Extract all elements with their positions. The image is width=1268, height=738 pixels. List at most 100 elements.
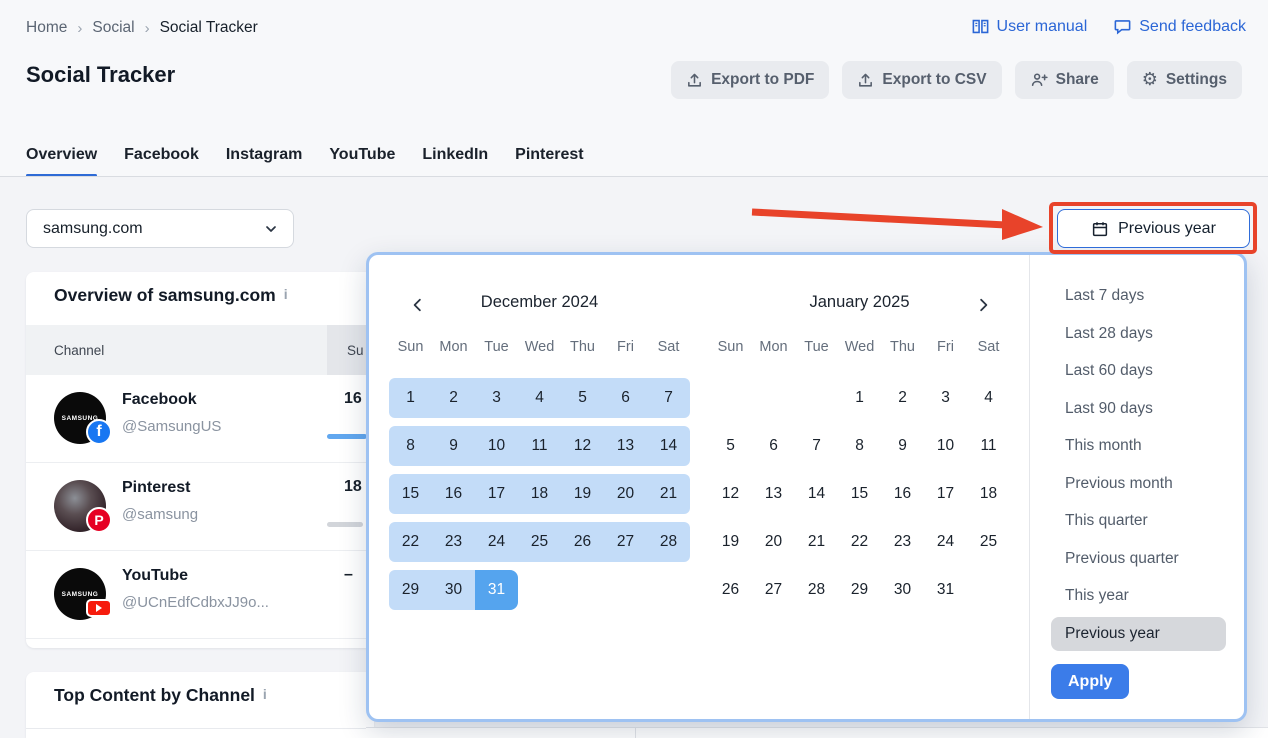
preset-previous-quarter[interactable]: Previous quarter bbox=[1065, 549, 1179, 567]
day-cell-december-2024-18[interactable]: 18 bbox=[518, 474, 561, 514]
day-cell-january-2025-4[interactable]: 4 bbox=[984, 389, 993, 406]
day-cell-december-2024-19[interactable]: 19 bbox=[561, 474, 604, 514]
day-cell-december-2024-6[interactable]: 6 bbox=[604, 378, 647, 418]
export-pdf-button[interactable]: Export to PDF bbox=[671, 61, 830, 99]
day-cell-december-2024-12[interactable]: 12 bbox=[561, 426, 604, 466]
weekday-label: Wed bbox=[844, 339, 875, 355]
day-cell-december-2024-20[interactable]: 20 bbox=[604, 474, 647, 514]
day-cell-january-2025-1[interactable]: 1 bbox=[855, 389, 864, 406]
day-cell-january-2025-10[interactable]: 10 bbox=[936, 437, 955, 454]
day-cell-december-2024-25[interactable]: 25 bbox=[518, 522, 561, 562]
day-cell-december-2024-7[interactable]: 7 bbox=[647, 378, 690, 418]
channel-row-pinterest[interactable]: P Pinterest @samsung 18 bbox=[26, 463, 374, 551]
tab-linkedin[interactable]: LinkedIn bbox=[422, 146, 489, 163]
preset-this-quarter[interactable]: This quarter bbox=[1065, 512, 1148, 529]
day-cell-december-2024-15[interactable]: 15 bbox=[389, 474, 432, 514]
day-cell-january-2025-31[interactable]: 31 bbox=[936, 581, 955, 598]
day-cell-january-2025-14[interactable]: 14 bbox=[807, 485, 826, 502]
share-button[interactable]: Share bbox=[1014, 61, 1114, 99]
day-cell-january-2025-11[interactable]: 11 bbox=[980, 437, 997, 454]
day-cell-january-2025-30[interactable]: 30 bbox=[893, 581, 912, 598]
day-cell-december-2024-10[interactable]: 10 bbox=[475, 426, 518, 466]
calendar-next-icon[interactable] bbox=[970, 292, 996, 318]
day-cell-december-2024-5[interactable]: 5 bbox=[561, 378, 604, 418]
project-select[interactable]: samsung.com bbox=[26, 209, 294, 248]
day-cell-january-2025-27[interactable]: 27 bbox=[764, 581, 783, 598]
day-cell-december-2024-26[interactable]: 26 bbox=[561, 522, 604, 562]
day-cell-december-2024-11[interactable]: 11 bbox=[518, 426, 561, 466]
day-cell-january-2025-28[interactable]: 28 bbox=[807, 581, 826, 598]
channel-table-header: Channel Su bbox=[26, 325, 374, 375]
day-cell-december-2024-24[interactable]: 24 bbox=[475, 522, 518, 562]
info-icon[interactable]: i bbox=[262, 686, 267, 702]
day-cell-december-2024-2[interactable]: 2 bbox=[432, 378, 475, 418]
day-cell-january-2025-5[interactable]: 5 bbox=[726, 437, 735, 454]
month-title-right: January 2025 bbox=[809, 293, 910, 311]
day-cell-january-2025-22[interactable]: 22 bbox=[850, 533, 869, 550]
user-manual-link[interactable]: User manual bbox=[971, 17, 1087, 36]
day-cell-january-2025-15[interactable]: 15 bbox=[850, 485, 869, 502]
breadcrumb-item-home[interactable]: Home bbox=[26, 19, 68, 36]
day-cell-december-2024-28[interactable]: 28 bbox=[647, 522, 690, 562]
day-cell-january-2025-18[interactable]: 18 bbox=[979, 485, 998, 502]
preset-last-7-days[interactable]: Last 7 days bbox=[1065, 287, 1145, 304]
day-cell-january-2025-21[interactable]: 21 bbox=[807, 533, 826, 550]
export-csv-button[interactable]: Export to CSV bbox=[842, 61, 1002, 99]
info-icon[interactable]: i bbox=[283, 286, 288, 302]
calendar-prev-icon[interactable] bbox=[405, 292, 431, 318]
day-cell-december-2024-3[interactable]: 3 bbox=[475, 378, 518, 418]
channel-row-facebook[interactable]: SAMSUNG f Facebook @SamsungUS 16 bbox=[26, 375, 374, 463]
tab-youtube[interactable]: YouTube bbox=[329, 146, 396, 163]
tab-instagram[interactable]: Instagram bbox=[225, 146, 303, 163]
day-cell-december-2024-8[interactable]: 8 bbox=[389, 426, 432, 466]
day-cell-january-2025-6[interactable]: 6 bbox=[769, 437, 778, 454]
day-cell-december-2024-29[interactable]: 29 bbox=[389, 570, 432, 610]
day-cell-january-2025-24[interactable]: 24 bbox=[936, 533, 955, 550]
tab-facebook[interactable]: Facebook bbox=[124, 146, 199, 163]
day-cell-december-2024-17[interactable]: 17 bbox=[475, 474, 518, 514]
tab-overview[interactable]: Overview bbox=[26, 146, 98, 177]
day-cell-january-2025-29[interactable]: 29 bbox=[850, 581, 869, 598]
day-cell-january-2025-19[interactable]: 19 bbox=[721, 533, 740, 550]
preset-last-90-days[interactable]: Last 90 days bbox=[1065, 399, 1153, 417]
apply-button[interactable]: Apply bbox=[1051, 664, 1130, 699]
day-cell-january-2025-9[interactable]: 9 bbox=[898, 437, 907, 454]
day-cell-december-2024-21[interactable]: 21 bbox=[647, 474, 690, 514]
preset-previous-month[interactable]: Previous month bbox=[1065, 474, 1173, 492]
day-cell-january-2025-25[interactable]: 25 bbox=[979, 533, 998, 550]
day-cell-january-2025-20[interactable]: 20 bbox=[764, 533, 783, 550]
channel-column-header[interactable]: Channel bbox=[54, 342, 105, 358]
day-cell-december-2024-31[interactable]: 31 bbox=[475, 570, 518, 610]
send-feedback-link[interactable]: Send feedback bbox=[1113, 17, 1246, 36]
day-cell-december-2024-27[interactable]: 27 bbox=[604, 522, 647, 562]
day-cell-january-2025-13[interactable]: 13 bbox=[764, 485, 783, 502]
day-cell-december-2024-30[interactable]: 30 bbox=[432, 570, 475, 610]
day-cell-december-2024-13[interactable]: 13 bbox=[604, 426, 647, 466]
day-cell-january-2025-7[interactable]: 7 bbox=[812, 437, 821, 454]
breadcrumb-item-social[interactable]: Social bbox=[92, 19, 135, 36]
day-cell-december-2024-4[interactable]: 4 bbox=[518, 378, 561, 418]
tab-pinterest[interactable]: Pinterest bbox=[515, 146, 584, 163]
day-cell-december-2024-16[interactable]: 16 bbox=[432, 474, 475, 514]
day-cell-january-2025-12[interactable]: 12 bbox=[721, 485, 740, 502]
day-cell-december-2024-23[interactable]: 23 bbox=[432, 522, 475, 562]
day-cell-january-2025-26[interactable]: 26 bbox=[721, 581, 740, 598]
preset-this-month[interactable]: This month bbox=[1065, 437, 1142, 454]
day-cell-december-2024-9[interactable]: 9 bbox=[432, 426, 475, 466]
channel-row-youtube[interactable]: SAMSUNG YouTube @UCnEdfCdbxJJ9o... – bbox=[26, 551, 374, 639]
preset-last-60-days[interactable]: Last 60 days bbox=[1065, 362, 1153, 379]
settings-button[interactable]: ⚙ Settings bbox=[1126, 61, 1242, 99]
day-cell-january-2025-16[interactable]: 16 bbox=[893, 485, 912, 502]
day-cell-december-2024-14[interactable]: 14 bbox=[647, 426, 690, 466]
date-range-button[interactable]: Previous year bbox=[1057, 209, 1250, 248]
day-cell-december-2024-1[interactable]: 1 bbox=[389, 378, 432, 418]
day-cell-january-2025-8[interactable]: 8 bbox=[855, 437, 864, 454]
day-cell-january-2025-23[interactable]: 23 bbox=[893, 533, 912, 550]
preset-previous-year[interactable]: Previous year bbox=[1051, 616, 1226, 651]
preset-last-28-days[interactable]: Last 28 days bbox=[1065, 324, 1153, 342]
day-cell-january-2025-2[interactable]: 2 bbox=[898, 389, 907, 406]
day-cell-january-2025-17[interactable]: 17 bbox=[936, 485, 955, 502]
day-cell-december-2024-22[interactable]: 22 bbox=[389, 522, 432, 562]
day-cell-january-2025-3[interactable]: 3 bbox=[941, 389, 950, 406]
preset-this-year[interactable]: This year bbox=[1065, 587, 1129, 604]
